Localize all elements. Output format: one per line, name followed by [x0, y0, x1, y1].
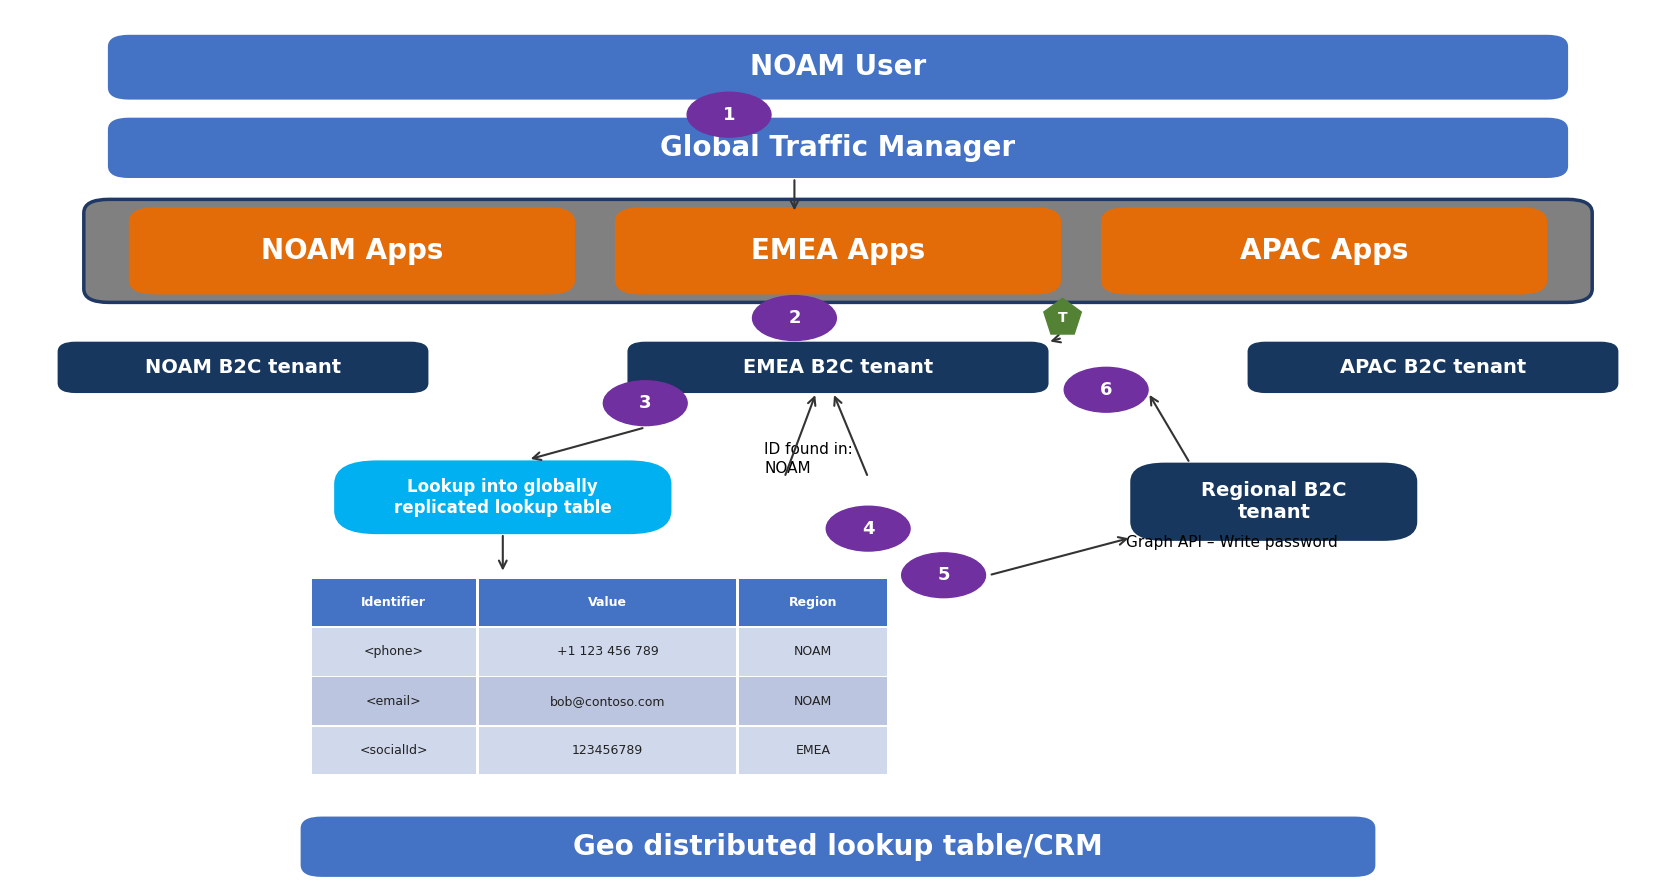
FancyBboxPatch shape	[129, 209, 573, 294]
Text: 123456789: 123456789	[572, 744, 644, 757]
FancyBboxPatch shape	[739, 727, 887, 774]
Text: NOAM B2C tenant: NOAM B2C tenant	[144, 358, 342, 377]
Text: NOAM: NOAM	[794, 645, 831, 659]
FancyBboxPatch shape	[312, 579, 476, 626]
Text: +1 123 456 789: +1 123 456 789	[556, 645, 659, 659]
FancyBboxPatch shape	[84, 200, 1592, 303]
Circle shape	[687, 92, 771, 137]
Text: ID found in:
NOAM: ID found in: NOAM	[764, 442, 853, 476]
FancyBboxPatch shape	[312, 628, 476, 676]
Text: 2: 2	[788, 309, 801, 327]
FancyBboxPatch shape	[479, 628, 736, 676]
Text: 1: 1	[722, 106, 736, 124]
Text: 3: 3	[639, 394, 652, 412]
Text: Value: Value	[588, 596, 627, 609]
Text: Regional B2C
tenant: Regional B2C tenant	[1202, 481, 1346, 522]
Circle shape	[753, 296, 836, 340]
FancyBboxPatch shape	[312, 727, 476, 774]
FancyBboxPatch shape	[1131, 464, 1416, 539]
Text: EMEA: EMEA	[796, 744, 830, 757]
Text: APAC B2C tenant: APAC B2C tenant	[1339, 358, 1527, 377]
Text: 4: 4	[861, 520, 875, 538]
Text: 6: 6	[1099, 381, 1113, 399]
FancyBboxPatch shape	[479, 579, 736, 626]
FancyBboxPatch shape	[1249, 342, 1617, 392]
Circle shape	[1064, 367, 1148, 412]
Text: Geo distributed lookup table/CRM: Geo distributed lookup table/CRM	[573, 832, 1103, 861]
FancyBboxPatch shape	[617, 209, 1061, 294]
Circle shape	[603, 381, 687, 426]
FancyBboxPatch shape	[109, 36, 1567, 99]
FancyBboxPatch shape	[739, 628, 887, 676]
Text: EMEA B2C tenant: EMEA B2C tenant	[742, 358, 934, 377]
Text: T: T	[1058, 311, 1068, 325]
FancyBboxPatch shape	[335, 461, 670, 533]
Text: EMEA Apps: EMEA Apps	[751, 237, 925, 265]
FancyBboxPatch shape	[739, 677, 887, 725]
Text: <phone>: <phone>	[364, 645, 424, 659]
Text: NOAM User: NOAM User	[749, 53, 927, 82]
Text: Global Traffic Manager: Global Traffic Manager	[660, 134, 1016, 162]
Text: Region: Region	[789, 596, 836, 609]
Text: 5: 5	[937, 566, 950, 584]
FancyBboxPatch shape	[739, 579, 887, 626]
Circle shape	[826, 506, 910, 551]
Text: bob@contoso.com: bob@contoso.com	[550, 694, 665, 708]
FancyBboxPatch shape	[1103, 209, 1545, 294]
FancyBboxPatch shape	[302, 817, 1374, 876]
Text: Graph API – Write password: Graph API – Write password	[1126, 535, 1337, 549]
FancyBboxPatch shape	[109, 119, 1567, 177]
Text: NOAM: NOAM	[794, 694, 831, 708]
Text: <socialId>: <socialId>	[360, 744, 427, 757]
Text: Lookup into globally
replicated lookup table: Lookup into globally replicated lookup t…	[394, 478, 612, 517]
Text: <email>: <email>	[365, 694, 422, 708]
FancyBboxPatch shape	[628, 342, 1048, 392]
FancyBboxPatch shape	[312, 677, 476, 725]
FancyBboxPatch shape	[59, 342, 427, 392]
FancyBboxPatch shape	[479, 677, 736, 725]
Polygon shape	[1044, 298, 1081, 334]
Circle shape	[902, 553, 985, 598]
Text: Identifier: Identifier	[362, 596, 426, 609]
Text: APAC Apps: APAC Apps	[1240, 237, 1408, 265]
Text: NOAM Apps: NOAM Apps	[261, 237, 442, 265]
FancyBboxPatch shape	[479, 727, 736, 774]
